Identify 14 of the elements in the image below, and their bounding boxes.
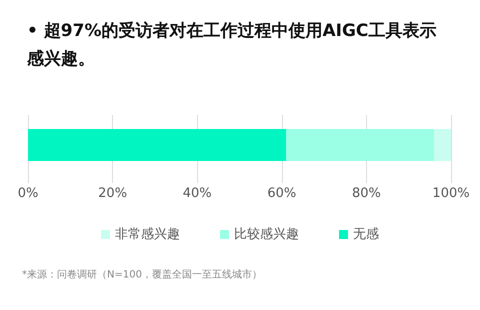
x-tick-label: 80% — [352, 186, 381, 201]
x-tick-label: 40% — [182, 186, 212, 201]
legend-label: 非常感兴趣 — [115, 227, 180, 242]
x-tick-label: 100% — [432, 186, 470, 201]
bar — [28, 129, 286, 161]
legend-label: 无感 — [353, 227, 379, 242]
chart-title: • 超97%的受访者对在工作过程中使用AIGC工具表示感兴趣。 — [26, 21, 436, 69]
bar — [286, 129, 434, 161]
bar — [434, 129, 451, 161]
x-tick-label: 60% — [267, 186, 296, 201]
x-tick-label: 20% — [98, 186, 128, 201]
x-tick-label: 0% — [18, 186, 38, 201]
text: *来源：问卷调研（N=100，覆盖全国一至五线城市） — [22, 268, 262, 280]
legend-label: 比较感兴趣 — [234, 227, 299, 242]
